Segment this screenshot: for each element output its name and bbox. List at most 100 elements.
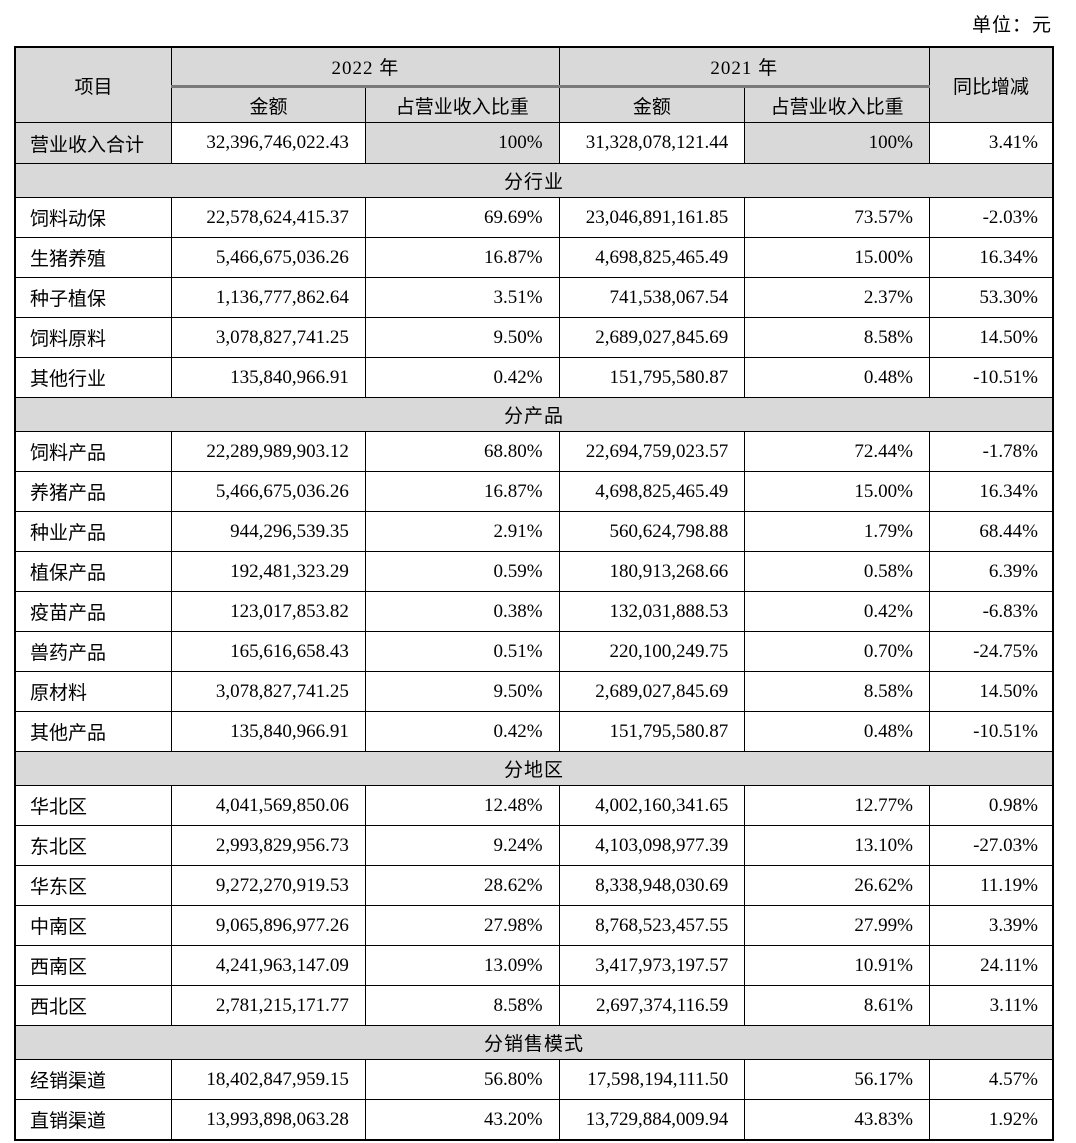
amount-2021-cell: 8,338,948,030.69 [558, 865, 746, 906]
amount-2022-cell: 32,396,746,022.43 [171, 122, 366, 164]
amount-2022-cell: 9,065,896,977.26 [171, 905, 366, 946]
yoy-change-cell: 3.39% [929, 905, 1054, 946]
yoy-change-cell: 24.11% [929, 945, 1054, 986]
pct-2021-cell: 8.58% [744, 317, 930, 358]
header-yoy-change: 同比增减 [929, 46, 1054, 123]
amount-2021-cell: 8,768,523,457.55 [558, 905, 746, 946]
revenue-breakdown-table: 项目 2022 年 2021 年 同比增减 金额 占营业收入比重 金额 占营业收… [14, 46, 1054, 1141]
pct-2022-cell: 9.24% [364, 825, 560, 866]
amount-2022-cell: 5,466,675,036.26 [171, 471, 366, 512]
section-header-row: 分产品 [14, 397, 1054, 432]
amount-2021-cell: 3,417,973,197.57 [558, 945, 746, 986]
yoy-change-cell: 1.92% [929, 1099, 1054, 1141]
amount-2022-cell: 22,289,989,903.12 [171, 431, 366, 472]
pct-2022-cell: 0.42% [364, 357, 560, 398]
total-revenue-row: 营业收入合计 32,396,746,022.43 100% 31,328,078… [14, 122, 1054, 164]
amount-2021-cell: 22,694,759,023.57 [558, 431, 746, 472]
yoy-change-cell: -27.03% [929, 825, 1054, 866]
table-row: 西南区 4,241,963,147.09 13.09% 3,417,973,19… [14, 945, 1054, 986]
amount-2022-cell: 22,578,624,415.37 [171, 197, 366, 238]
amount-2021-cell: 4,002,160,341.65 [558, 785, 746, 826]
pct-2021-cell: 100% [744, 122, 930, 164]
amount-2022-cell: 123,017,853.82 [171, 591, 366, 632]
row-label-cell: 中南区 [14, 905, 173, 946]
amount-2022-cell: 135,840,966.91 [171, 711, 366, 752]
yoy-change-cell: 3.41% [929, 122, 1054, 164]
amount-2022-cell: 1,136,777,862.64 [171, 277, 366, 318]
yoy-change-cell: 16.34% [929, 237, 1054, 278]
pct-2021-cell: 56.17% [744, 1059, 930, 1100]
pct-2022-cell: 16.87% [364, 237, 560, 278]
amount-2021-cell: 31,328,078,121.44 [558, 122, 746, 164]
amount-2021-cell: 741,538,067.54 [558, 277, 746, 318]
table-row: 其他行业 135,840,966.91 0.42% 151,795,580.87… [14, 357, 1054, 398]
table-row: 生猪养殖 5,466,675,036.26 16.87% 4,698,825,4… [14, 237, 1054, 278]
table-row: 其他产品 135,840,966.91 0.42% 151,795,580.87… [14, 711, 1054, 752]
amount-2021-cell: 560,624,798.88 [558, 511, 746, 552]
header-year-2022: 2022 年 [171, 46, 560, 88]
table-row: 饲料产品 22,289,989,903.12 68.80% 22,694,759… [14, 431, 1054, 472]
pct-2021-cell: 8.61% [744, 985, 930, 1026]
amount-2022-cell: 18,402,847,959.15 [171, 1059, 366, 1100]
pct-2021-cell: 0.58% [744, 551, 930, 592]
pct-2021-cell: 27.99% [744, 905, 930, 946]
header-amount-2021: 金额 [558, 86, 746, 123]
pct-2022-cell: 43.20% [364, 1099, 560, 1141]
row-label-cell: 东北区 [14, 825, 173, 866]
row-label-cell: 经销渠道 [14, 1059, 173, 1100]
amount-2021-cell: 2,689,027,845.69 [558, 317, 746, 358]
header-row-measures: 金额 占营业收入比重 金额 占营业收入比重 [15, 86, 1053, 123]
amount-2022-cell: 9,272,270,919.53 [171, 865, 366, 906]
table-row: 华东区 9,272,270,919.53 28.62% 8,338,948,03… [14, 865, 1054, 906]
pct-2022-cell: 28.62% [364, 865, 560, 906]
table-row: 养猪产品 5,466,675,036.26 16.87% 4,698,825,4… [14, 471, 1054, 512]
amount-2021-cell: 151,795,580.87 [558, 711, 746, 752]
pct-2022-cell: 9.50% [364, 671, 560, 712]
yoy-change-cell: 6.39% [929, 551, 1054, 592]
row-label-cell: 营业收入合计 [14, 122, 173, 164]
section-title: 分产品 [14, 397, 1054, 432]
header-amount-2022: 金额 [171, 86, 366, 123]
amount-2021-cell: 17,598,194,111.50 [558, 1059, 746, 1100]
section-title: 分行业 [14, 163, 1054, 198]
section-header-row: 分地区 [14, 751, 1054, 786]
amount-2022-cell: 3,078,827,741.25 [171, 317, 366, 358]
table-row: 种子植保 1,136,777,862.64 3.51% 741,538,067.… [14, 277, 1054, 318]
header-row-years: 项目 2022 年 2021 年 同比增减 [14, 46, 1054, 123]
row-label-cell: 饲料动保 [14, 197, 173, 238]
pct-2021-cell: 1.79% [744, 511, 930, 552]
row-label-cell: 植保产品 [14, 551, 173, 592]
amount-2021-cell: 4,698,825,465.49 [558, 237, 746, 278]
row-label-cell: 原材料 [14, 671, 173, 712]
pct-2022-cell: 0.51% [364, 631, 560, 672]
pct-2021-cell: 12.77% [744, 785, 930, 826]
table-row: 原材料 3,078,827,741.25 9.50% 2,689,027,845… [14, 671, 1054, 712]
row-label-cell: 其他产品 [14, 711, 173, 752]
yoy-change-cell: -10.51% [929, 357, 1054, 398]
amount-2022-cell: 2,781,215,171.77 [171, 985, 366, 1026]
header-pct-2022: 占营业收入比重 [364, 86, 560, 123]
pct-2021-cell: 10.91% [744, 945, 930, 986]
amount-2021-cell: 4,103,098,977.39 [558, 825, 746, 866]
row-label-cell: 其他行业 [14, 357, 173, 398]
pct-2022-cell: 100% [364, 122, 560, 164]
row-label-cell: 生猪养殖 [14, 237, 173, 278]
table-row: 经销渠道 18,402,847,959.15 56.80% 17,598,194… [14, 1059, 1054, 1100]
section-title: 分销售模式 [14, 1025, 1054, 1060]
table-row: 植保产品 192,481,323.29 0.59% 180,913,268.66… [14, 551, 1054, 592]
pct-2021-cell: 0.48% [744, 711, 930, 752]
yoy-change-cell: 0.98% [929, 785, 1054, 826]
yoy-change-cell: -6.83% [929, 591, 1054, 632]
section-title: 分地区 [14, 751, 1054, 786]
amount-2022-cell: 165,616,658.43 [171, 631, 366, 672]
header-year-2021: 2021 年 [558, 46, 931, 88]
section-header-row: 分行业 [14, 163, 1054, 198]
pct-2022-cell: 0.59% [364, 551, 560, 592]
pct-2022-cell: 68.80% [364, 431, 560, 472]
pct-2022-cell: 27.98% [364, 905, 560, 946]
row-label-cell: 疫苗产品 [14, 591, 173, 632]
table-row: 兽药产品 165,616,658.43 0.51% 220,100,249.75… [14, 631, 1054, 672]
yoy-change-cell: 11.19% [929, 865, 1054, 906]
pct-2022-cell: 3.51% [364, 277, 560, 318]
amount-2021-cell: 132,031,888.53 [558, 591, 746, 632]
